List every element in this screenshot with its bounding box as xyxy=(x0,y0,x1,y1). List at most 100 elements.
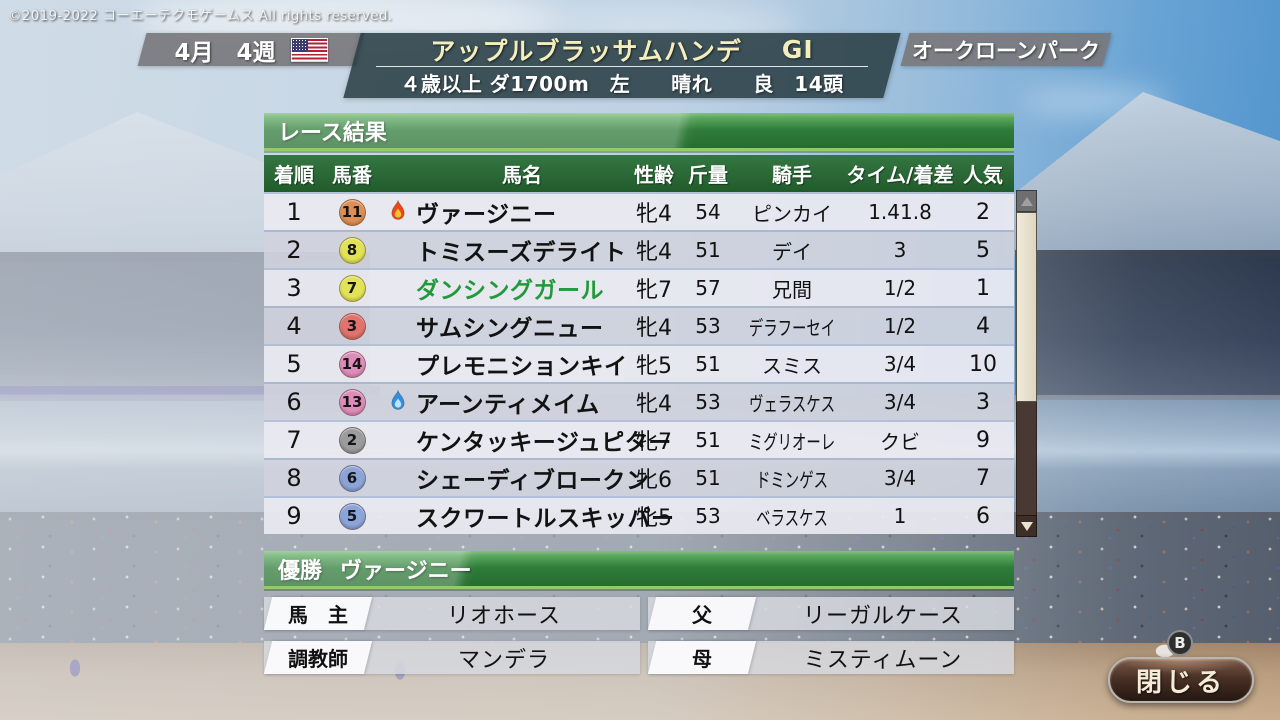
horse-number-badge: 13 xyxy=(338,388,366,416)
popularity: 6 xyxy=(976,503,990,529)
condition-cell xyxy=(380,199,416,225)
finish-position: 6 xyxy=(286,388,302,416)
sex-age: 牝7 xyxy=(636,278,672,303)
winner-horse-name: ヴァージニー xyxy=(340,558,472,584)
horse-number-badge: 14 xyxy=(338,350,366,378)
sex-age: 牝7 xyxy=(636,430,672,455)
time-or-margin: 3 xyxy=(893,238,907,262)
horse-number-badge: 11 xyxy=(338,198,366,226)
detail-value: ミスティムーン xyxy=(803,647,963,673)
winner-label: 優勝 xyxy=(278,558,323,584)
result-row[interactable]: 5 14 プレモニションキイ 牝5 51 スミス 3/4 10 xyxy=(264,344,1014,382)
jockey-name: スミス xyxy=(762,353,822,378)
sex-age: 牝4 xyxy=(636,240,672,265)
race-name: アップルブラッサムハンデ xyxy=(430,36,742,66)
scrollbar-track[interactable] xyxy=(1016,402,1037,515)
carried-weight: 53 xyxy=(695,504,721,528)
scrollbar-thumb[interactable] xyxy=(1016,212,1037,402)
results-section-title: レース結果 xyxy=(278,120,387,146)
jockey-name: デイ xyxy=(772,239,812,264)
sex-age: 牝4 xyxy=(636,392,672,417)
finish-position: 9 xyxy=(286,502,302,530)
jockey-name: ミグリオーレ xyxy=(748,429,836,454)
popularity: 7 xyxy=(976,465,990,491)
horse-name: アーンティメイム xyxy=(416,392,600,418)
blue-flame-condition-icon xyxy=(391,389,405,410)
close-button[interactable]: 閉じる xyxy=(1108,657,1254,703)
race-date: 4月 4週 xyxy=(174,39,276,66)
sex-age: 牝6 xyxy=(636,468,672,493)
copyright-text: ©2019-2022 コーエーテクモゲームス All rights reserv… xyxy=(8,8,393,24)
result-row[interactable]: 3 7 ダンシングガール 牝7 57 兄間 1/2 1 xyxy=(264,268,1014,306)
carried-weight: 53 xyxy=(695,390,721,414)
race-results-panel: レース結果 着順 馬番 馬名 性齢 斤量 騎手 タイム/着差 人気 1 11 ヴァー… xyxy=(264,113,1014,534)
jockey-name: ベラスケス xyxy=(756,505,828,530)
detail-item-dam: 母 ミスティムーン xyxy=(647,641,1014,674)
finish-position: 8 xyxy=(286,464,302,492)
scroll-down-arrow-icon[interactable] xyxy=(1016,515,1037,537)
horse-name: ダンシングガール xyxy=(416,278,604,304)
finish-position: 2 xyxy=(286,236,302,264)
popularity: 9 xyxy=(976,427,990,453)
date-banner: 4月 4週 xyxy=(137,33,365,66)
detail-label: 父 xyxy=(647,597,757,630)
popularity: 2 xyxy=(976,199,990,225)
result-row[interactable]: 1 11 ヴァージニー 牝4 54 ピンカイ 1.41.8 2 xyxy=(264,192,1014,230)
detail-label: 調教師 xyxy=(263,641,373,674)
grandstand-right xyxy=(1015,250,1280,400)
winner-section-bar: 優勝 ヴァージニー xyxy=(264,551,1014,586)
result-row[interactable]: 7 2 ケンタッキージュピター 牝7 51 ミグリオーレ クビ 9 xyxy=(264,420,1014,458)
popularity: 10 xyxy=(969,351,997,377)
venue-name: オークローンパーク xyxy=(912,38,1100,63)
race-title-banner: アップルブラッサムハンデ GI ４歳以上 ダ1700m 左 晴れ 良 14頭 xyxy=(343,33,901,98)
detail-label: 馬 主 xyxy=(263,597,373,630)
us-flag-icon xyxy=(290,37,328,62)
time-or-margin: 3/4 xyxy=(883,352,917,376)
carried-weight: 51 xyxy=(695,466,721,490)
horse-number-cell: 2 xyxy=(324,426,380,454)
results-section-bar: レース結果 xyxy=(264,113,1014,148)
jockey-name: ヴェラスケス xyxy=(748,391,836,416)
time-or-margin: 1 xyxy=(893,504,907,528)
carried-weight: 51 xyxy=(695,428,721,452)
time-or-margin: 3/4 xyxy=(883,390,917,414)
sex-age: 牝5 xyxy=(636,354,672,379)
detail-value: マンデラ xyxy=(457,647,550,673)
sex-age: 牝4 xyxy=(636,316,672,341)
result-row[interactable]: 6 13 アーンティメイム 牝4 53 ヴェラスケス 3/4 3 xyxy=(264,382,1014,420)
finish-position: 1 xyxy=(286,198,302,226)
result-row[interactable]: 9 5 スクワートルスキッパー 牝5 53 ベラスケス 1 6 xyxy=(264,496,1014,534)
result-row[interactable]: 2 8 トミスーズデライト 牝4 51 デイ 3 5 xyxy=(264,230,1014,268)
horse-number-cell: 5 xyxy=(324,502,380,530)
carried-weight: 53 xyxy=(695,314,721,338)
col-popularity: 人気 xyxy=(963,163,1003,187)
horse-name: シェーディブロークン xyxy=(416,468,650,494)
detail-value: リオホース xyxy=(447,603,561,629)
results-table-header: 着順 馬番 馬名 性齢 斤量 騎手 タイム/着差 人気 xyxy=(264,155,1014,192)
result-row[interactable]: 8 6 シェーディブロークン 牝6 51 ドミンゲス 3/4 7 xyxy=(264,458,1014,496)
time-or-margin: クビ xyxy=(880,429,920,454)
scroll-up-arrow-icon[interactable] xyxy=(1016,190,1037,212)
carried-weight: 57 xyxy=(695,276,721,300)
horse-number-badge: 3 xyxy=(338,312,366,340)
winner-panel: 優勝 ヴァージニー 馬 主 リオホース 父 リーガルケース 調教師 マンデラ 母 ミスティムー… xyxy=(263,551,1014,674)
horse-name: スクワートルスキッパー xyxy=(416,506,675,532)
grandstand-roof-right xyxy=(1005,92,1280,257)
horse-number-badge: 6 xyxy=(338,464,366,492)
horse-number-cell: 7 xyxy=(324,274,380,302)
horse-number-badge: 7 xyxy=(338,274,366,302)
carried-weight: 51 xyxy=(695,352,721,376)
jockey-name: 兄間 xyxy=(772,277,812,302)
horse-number-cell: 8 xyxy=(324,236,380,264)
carried-weight: 51 xyxy=(695,238,721,262)
jockey-name: ドミンゲス xyxy=(756,467,828,492)
detail-label: 母 xyxy=(647,641,757,674)
time-or-margin: 1/2 xyxy=(883,276,917,300)
result-row[interactable]: 4 3 サムシングニュー 牝4 53 デラフーセイ 1/2 4 xyxy=(264,306,1014,344)
winner-details: 馬 主 リオホース 父 リーガルケース 調教師 マンデラ 母 ミスティムーン xyxy=(263,597,1014,674)
popularity: 4 xyxy=(976,313,990,339)
time-or-margin: 3/4 xyxy=(883,466,917,490)
horse-name: プレモニションキイ xyxy=(416,354,628,380)
col-rank: 着順 xyxy=(274,163,314,187)
